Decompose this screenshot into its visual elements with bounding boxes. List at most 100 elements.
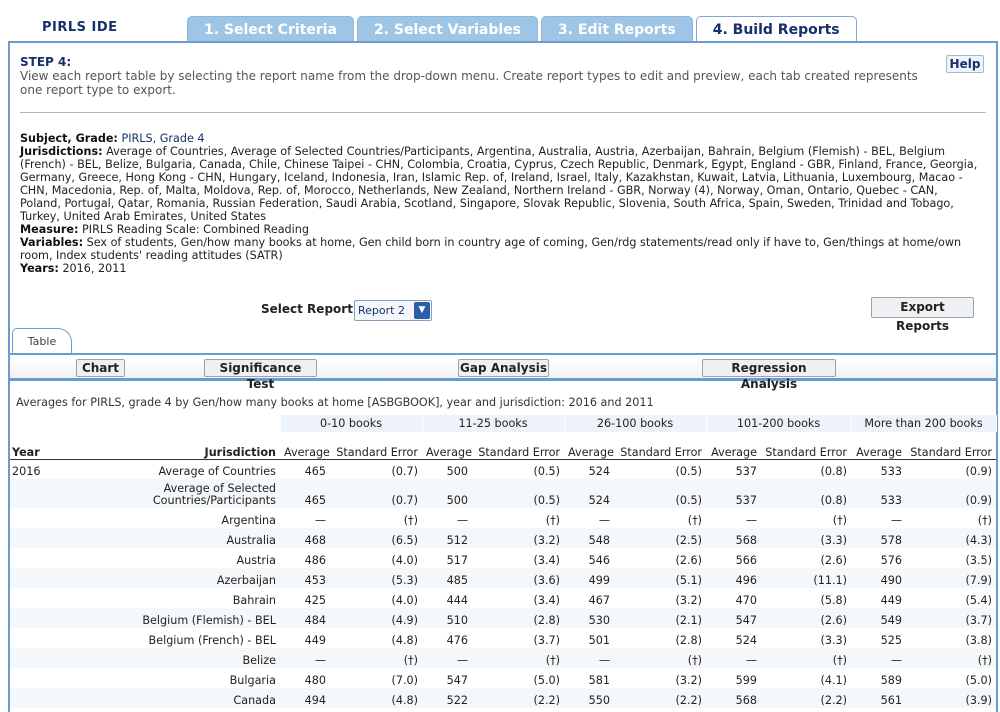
standard-error-cell: (3.6) [472,568,565,588]
average-cell: 486 [304,554,326,567]
standard-error-cell: (3.7) [533,634,561,647]
average-cell: 499 [564,568,615,588]
standard-error-cell: (3.2) [472,528,565,548]
significance-test-button[interactable]: Significance Test [204,359,317,391]
blank-header [10,415,101,432]
average-cell: 547 [706,608,762,628]
jurisdiction-cell: Average of Selected Countries/Participan… [100,479,280,508]
standard-error-cell: (3.5) [965,554,993,567]
average-cell: 476 [446,634,469,647]
tab-table[interactable]: Table [12,328,72,354]
average-cell: 470 [735,594,758,607]
tab-select-variables[interactable]: 2. Select Variables [357,16,538,42]
average-cell: 599 [735,674,758,687]
step-description: View each report table by selecting the … [20,69,918,97]
average-cell: 576 [880,554,903,567]
tab-build-reports[interactable]: 4. Build Reports [695,16,857,42]
year-header: Year [10,432,100,460]
jurisdiction-cell: Belgium (Flemish) - BEL [100,608,280,628]
standard-error-header: Standard Error [614,432,707,460]
jurisdiction-cell: Austria [236,554,276,567]
standard-error-header: Standard Error [906,432,997,460]
table-row: Belgium (French) - BEL 449 (4.8) 476 (3.7) 50… [10,628,996,648]
average-cell: 522 [422,688,473,708]
tab-edit-reports[interactable]: 3. Edit Reports [541,16,693,42]
average-cell: 561 [851,688,907,708]
standard-error-cell: (0.8) [761,479,852,508]
year-cell [10,568,100,588]
standard-error-cell: (5.0) [965,674,993,687]
chart-button[interactable]: Chart [76,359,125,377]
jurisdiction-cell: Canada [100,688,280,708]
table-row: Canada 494 (4.8) 522 (2.2) 550 (2.2) 568 (2.2) 56… [10,688,997,708]
help-button[interactable]: Help [946,55,984,73]
year-cell: 2016 [12,465,41,478]
standard-error-cell: (3.2) [675,594,703,607]
measure-label: Measure: [20,223,79,236]
export-reports-button[interactable]: Export Reports [871,297,974,333]
year-cell [10,528,100,548]
year-cell [10,688,100,708]
average-header: Average [706,432,762,460]
average-cell: 537 [706,479,762,508]
jurisdiction-cell: Belize [100,648,280,668]
standard-error-cell: (4.3) [906,528,997,548]
standard-error-cell: (†) [545,514,561,527]
standard-error-cell: (3.7) [906,608,997,628]
standard-error-cell: (†) [403,514,419,527]
average-cell: 449 [304,634,326,647]
top-header: PIRLS IDE 1. Select Criteria 2. Select V… [0,0,1000,42]
standard-error-cell: (7.0) [391,674,419,687]
average-cell: 524 [564,479,615,508]
average-cell: 517 [446,554,469,567]
average-cell: 589 [880,674,903,687]
standard-error-cell: (0.9) [906,479,997,508]
standard-error-header: Standard Error [472,432,565,460]
average-cell: 548 [564,528,615,548]
jurisdiction-cell: Argentina [221,514,276,527]
standard-error-cell: (0.9) [965,465,993,478]
standard-error-cell: (2.8) [472,608,565,628]
average-cell: 468 [280,528,330,548]
average-header: Average [851,432,907,460]
measure-value: PIRLS Reading Scale: Combined Reading [82,223,309,236]
average-cell: 465 [280,479,330,508]
analysis-toolbar: Chart Significance Test Gap Analysis Reg… [10,355,996,391]
standard-error-cell: (2.2) [614,688,707,708]
average-cell: 453 [280,568,330,588]
average-cell: 568 [706,528,762,548]
average-cell: 494 [280,688,330,708]
standard-error-cell: (0.8) [820,465,848,478]
standard-error-cell: (2.6) [820,554,848,567]
average-cell: 549 [851,608,907,628]
tab-select-criteria[interactable]: 1. Select Criteria [187,16,354,42]
average-cell: 496 [706,568,762,588]
regression-analysis-button[interactable]: Regression Analysis [702,359,836,391]
standard-error-cell: (†) [614,648,707,668]
average-cell: 533 [880,465,903,478]
chevron-down-icon[interactable]: ▼ [414,302,430,319]
average-header: Average [564,432,615,460]
results-table: 0-10 books 11-25 books 26-100 books 101-… [10,415,997,708]
group-header-row: 0-10 books 11-25 books 26-100 books 101-… [10,415,997,432]
standard-error-cell: (4.9) [330,608,423,628]
average-cell: 537 [735,465,758,478]
standard-error-cell: (3.4) [533,554,561,567]
standard-error-cell: (5.0) [533,674,561,687]
standard-error-cell: (3.8) [965,634,993,647]
group-header: 26-100 books [564,415,707,432]
gap-analysis-button[interactable]: Gap Analysis [458,359,549,377]
year-cell [10,648,100,668]
average-cell: 578 [851,528,907,548]
average-cell: — [745,514,758,527]
average-cell: 465 [304,465,326,478]
average-cell: — [598,514,611,527]
average-cell: 566 [735,554,758,567]
group-header: 0-10 books [280,415,423,432]
standard-error-cell: (11.1) [761,568,852,588]
standard-error-cell: (2.5) [614,528,707,548]
standard-error-cell: (2.2) [472,688,565,708]
average-cell: 500 [446,465,469,478]
report-select[interactable]: Report 2 ▼ [354,300,432,321]
group-header: 101-200 books [706,415,852,432]
